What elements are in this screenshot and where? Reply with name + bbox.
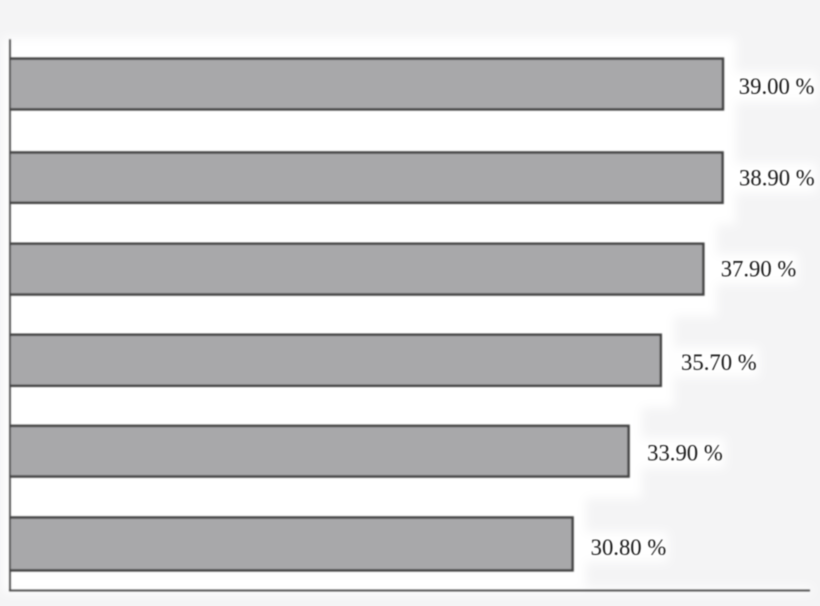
- svg-text:38.90 %: 38.90 %: [739, 166, 815, 191]
- svg-text:35.70 %: 35.70 %: [681, 350, 757, 375]
- svg-text:33.90 %: 33.90 %: [647, 441, 723, 466]
- svg-text:37.90 %: 37.90 %: [721, 257, 797, 282]
- svg-text:30.80 %: 30.80 %: [591, 535, 667, 560]
- svg-text:39.00 %: 39.00 %: [739, 74, 815, 99]
